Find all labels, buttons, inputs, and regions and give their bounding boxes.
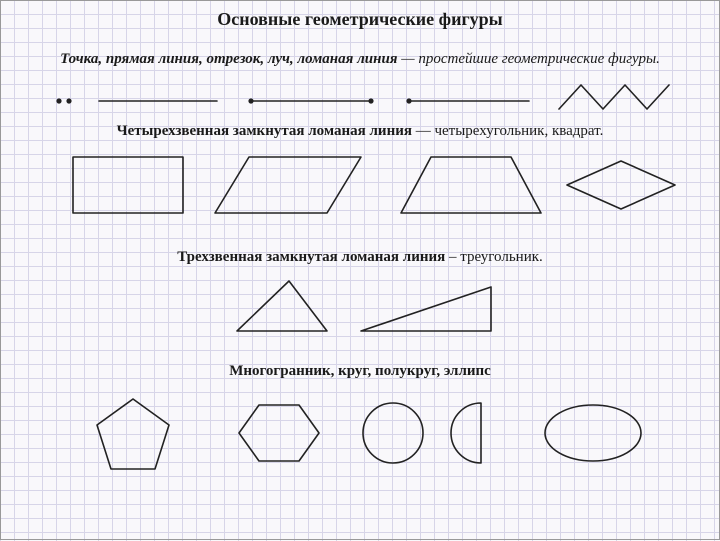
figure-canvas bbox=[1, 1, 720, 541]
triangle-right-figure bbox=[361, 287, 491, 331]
pentagon-figure bbox=[97, 399, 169, 469]
rhombus-figure bbox=[567, 161, 675, 209]
segment-endpoint bbox=[248, 98, 253, 103]
rectangle-figure bbox=[73, 157, 183, 213]
hexagon-figure bbox=[239, 405, 319, 461]
parallelogram-figure bbox=[215, 157, 361, 213]
point-dot bbox=[56, 98, 61, 103]
trapezoid-figure bbox=[401, 157, 541, 213]
segment-endpoint bbox=[368, 98, 373, 103]
broken-line-figure bbox=[559, 85, 669, 109]
triangle-isosceles-figure bbox=[237, 281, 327, 331]
point-dot bbox=[66, 98, 71, 103]
ray-origin bbox=[406, 98, 411, 103]
circle-figure bbox=[363, 403, 423, 463]
ellipse-figure bbox=[545, 405, 641, 461]
semicircle-figure bbox=[451, 403, 481, 463]
